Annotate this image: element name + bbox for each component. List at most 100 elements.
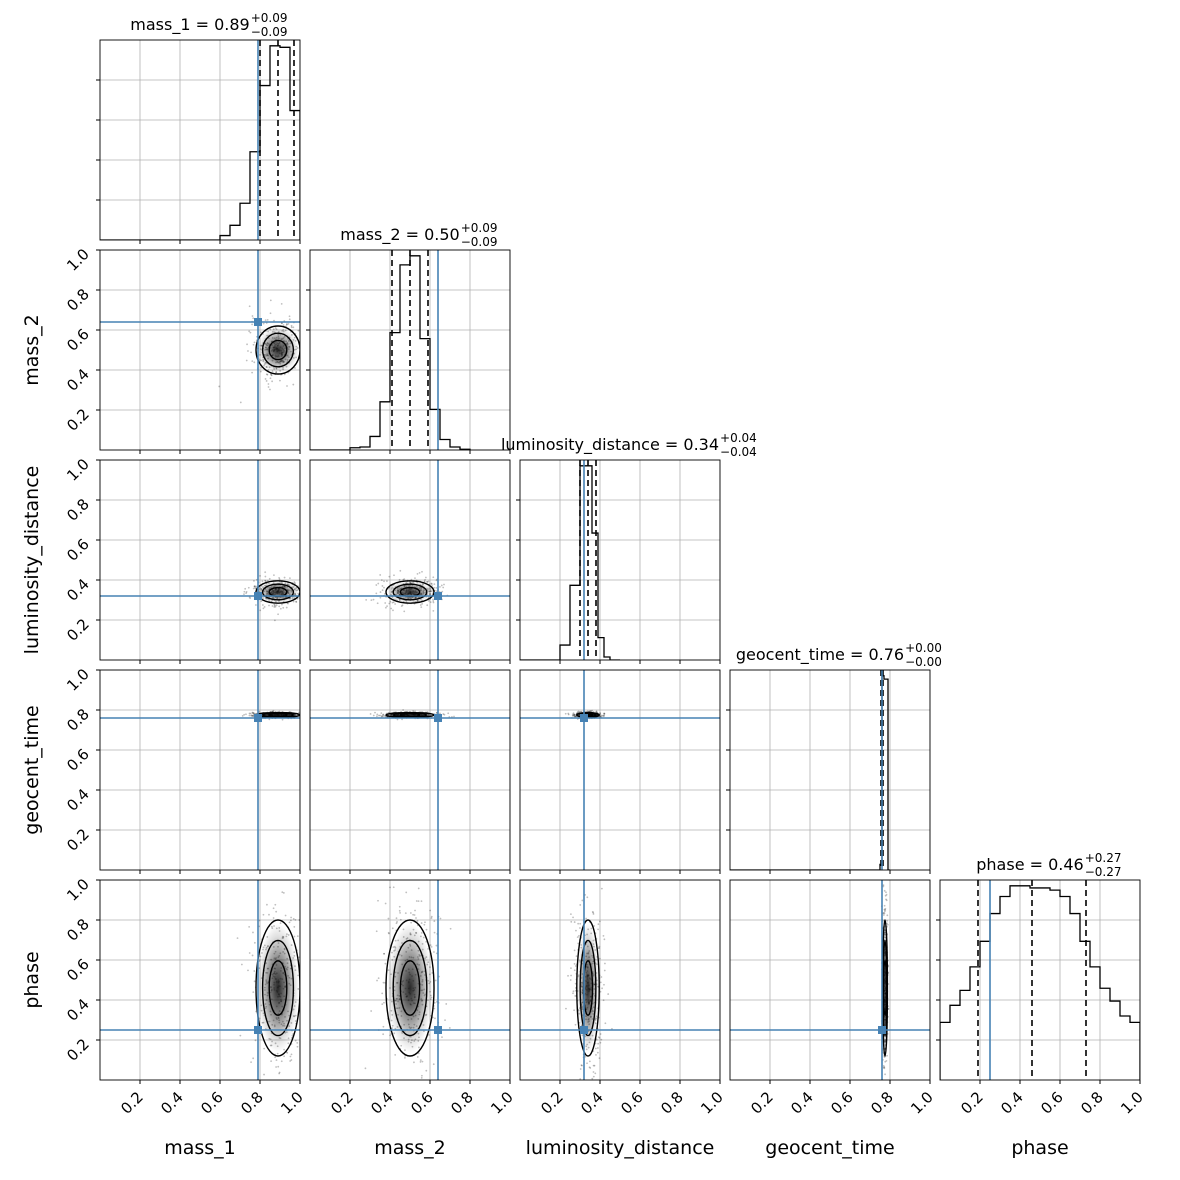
sample-point <box>294 1039 297 1042</box>
density-contour <box>392 583 428 601</box>
sample-point <box>592 911 595 914</box>
y-tick-label: 0.6 <box>63 745 93 775</box>
sample-point <box>440 584 443 587</box>
density-contour <box>268 339 288 361</box>
sample-point <box>253 585 256 588</box>
sample-point <box>262 913 265 916</box>
density-contour <box>576 919 600 1057</box>
y-tick-label: 0.6 <box>63 955 93 985</box>
sample-point <box>603 938 606 941</box>
sample-point <box>597 947 600 950</box>
sample-point <box>884 909 887 911</box>
sample-point <box>303 948 305 950</box>
x-tick-label: 0.6 <box>1037 1088 1067 1118</box>
sample-point <box>372 598 375 601</box>
sample-point <box>432 1063 435 1066</box>
sample-point <box>295 600 297 603</box>
sample-point <box>247 350 249 352</box>
sample-point <box>575 955 578 958</box>
sample-point <box>376 715 378 718</box>
sample-point <box>386 605 388 608</box>
sample-point <box>248 925 251 928</box>
panel-frame <box>309 459 511 661</box>
sample-point <box>251 323 253 326</box>
sample-point <box>254 1039 257 1042</box>
sample-point <box>399 918 402 921</box>
sample-point <box>884 894 887 897</box>
sample-point <box>885 893 888 896</box>
sample-point <box>389 600 392 603</box>
sample-point <box>275 1066 278 1068</box>
sample-point <box>585 861 587 863</box>
sample-point <box>598 947 601 949</box>
truth-marker <box>254 1026 262 1034</box>
density-contour <box>882 960 888 1016</box>
sample-point <box>248 305 251 308</box>
y-axis-label: phase <box>21 951 43 1008</box>
sample-point <box>417 900 420 903</box>
sample-point <box>290 916 293 919</box>
sample-point <box>429 601 432 604</box>
sample-point <box>569 913 572 916</box>
sample-point <box>296 1041 299 1044</box>
sample-point <box>302 713 304 715</box>
sample-point <box>882 1066 885 1069</box>
sample-point <box>239 401 242 404</box>
sample-point <box>265 373 268 376</box>
y-tick-label: 0.6 <box>63 535 93 565</box>
sample-point <box>218 385 221 388</box>
sample-point <box>248 714 251 717</box>
sample-point <box>598 1037 601 1039</box>
sample-point <box>595 1038 598 1041</box>
y-tick-label: 1.0 <box>63 875 93 905</box>
sample-point <box>579 904 582 906</box>
sample-point <box>293 581 296 583</box>
sample-point <box>599 715 602 718</box>
sample-point <box>262 607 265 610</box>
sample-point <box>604 962 606 965</box>
sample-point <box>603 712 606 715</box>
sample-point <box>277 870 279 872</box>
sample-point <box>393 574 395 577</box>
sample-point <box>250 715 253 717</box>
sample-point <box>285 323 288 325</box>
sample-point <box>884 1060 887 1063</box>
x-tick-label: 0.4 <box>577 1088 607 1118</box>
sample-point <box>401 604 404 607</box>
sample-point <box>372 714 375 717</box>
x-tick-label: 0.6 <box>197 1088 227 1118</box>
sample-point <box>273 319 275 322</box>
sample-point <box>577 922 580 925</box>
sample-point <box>273 619 276 622</box>
sample-point <box>575 929 577 932</box>
sample-point <box>574 965 577 967</box>
sample-point <box>572 712 575 715</box>
sample-point <box>883 908 886 911</box>
sample-point <box>252 714 255 717</box>
sample-point <box>398 905 401 908</box>
sample-point <box>278 1072 281 1075</box>
panel-frame <box>729 669 931 871</box>
sample-point <box>283 373 286 376</box>
sample-point <box>273 603 276 606</box>
sample-point <box>405 891 408 894</box>
sample-point <box>885 891 887 894</box>
sample-point <box>243 713 246 716</box>
sample-point <box>395 922 398 925</box>
sample-point <box>251 360 254 363</box>
sample-point <box>598 1090 600 1092</box>
x-tick-label: 0.2 <box>747 1088 777 1118</box>
panel-title-mass_2: mass_2 = 0.50 <box>340 225 459 245</box>
truth-marker <box>254 318 262 326</box>
sample-point <box>382 1025 385 1028</box>
sample-point <box>259 609 262 612</box>
sample-point <box>400 605 403 608</box>
sample-point <box>414 710 416 713</box>
sample-point <box>292 600 295 603</box>
density-contour <box>392 939 428 1037</box>
sample-point <box>302 1015 304 1017</box>
sample-point <box>429 909 432 912</box>
sample-point <box>317 715 319 717</box>
sample-point <box>574 715 576 718</box>
sample-point <box>443 583 445 586</box>
